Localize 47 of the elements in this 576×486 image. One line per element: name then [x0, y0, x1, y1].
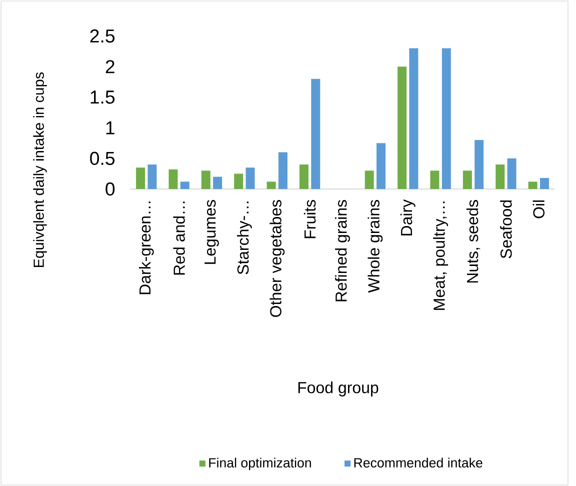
- x-tick-label: Other vegetabes: [270, 200, 285, 317]
- x-tick-label: Meat, poultry,…: [433, 202, 448, 310]
- bar: [234, 174, 244, 189]
- bar: [507, 158, 516, 189]
- y-tick-label: 1: [106, 121, 114, 134]
- x-tick-label: Dairy: [400, 199, 416, 236]
- x-tick-label: Refined grains: [335, 200, 350, 302]
- bar: [246, 168, 255, 189]
- bar: [201, 170, 210, 189]
- bar: [540, 178, 549, 189]
- bar: [311, 78, 320, 189]
- bar: [474, 140, 484, 189]
- y-axis-title: Equivqlent daily intake in cups: [33, 72, 47, 268]
- bar: [148, 164, 157, 189]
- bar: [213, 176, 222, 189]
- bar: [299, 164, 308, 189]
- y-tick-label: 0.5: [90, 152, 115, 166]
- bar: [430, 170, 440, 189]
- bar: [376, 143, 386, 189]
- bar: [364, 170, 374, 189]
- x-tick-label: Fruits: [304, 200, 316, 238]
- bar: [180, 182, 190, 189]
- y-tick-label: 0: [106, 182, 115, 196]
- x-tick-label: Dark-green…: [138, 202, 154, 294]
- bar: [168, 169, 178, 189]
- bar: [278, 152, 288, 189]
- bar: [398, 66, 407, 189]
- bar: [136, 168, 146, 189]
- y-tick-label: 2.5: [90, 29, 115, 43]
- bar: [496, 164, 505, 189]
- x-tick-label: Seafood: [500, 200, 512, 258]
- y-tick-label: 1.5: [90, 90, 115, 104]
- x-tick-label: Legumes: [204, 200, 219, 264]
- bar: [266, 182, 276, 189]
- x-tick-label: Whole grains: [368, 200, 383, 293]
- bar: [462, 170, 472, 189]
- x-axis-title: Food group: [298, 382, 378, 396]
- legend-label: Recommended intake: [354, 458, 482, 468]
- y-tick-label: 2: [106, 60, 114, 74]
- x-tick-label: Nuts, seeds: [466, 200, 480, 283]
- x-tick-label: Starchy-…: [236, 202, 252, 274]
- x-tick-label: Red and…: [173, 202, 185, 275]
- bar: [528, 182, 538, 189]
- bar: [442, 48, 451, 189]
- x-tick-label: Oil: [532, 200, 545, 218]
- bar: [409, 48, 418, 189]
- legend-label: Final optimization: [209, 458, 311, 470]
